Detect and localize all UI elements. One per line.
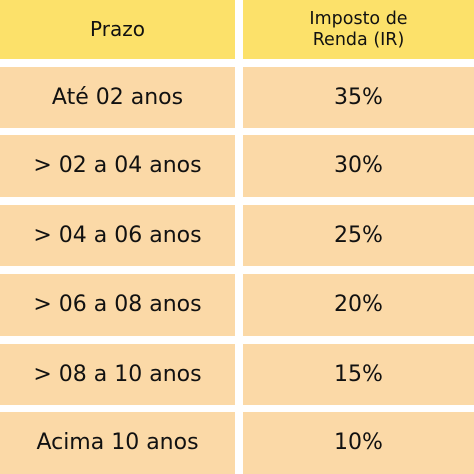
header-prazo: Prazo — [0, 0, 235, 59]
row-2-prazo-text: > 02 a 04 anos — [33, 153, 202, 179]
header-prazo-label: Prazo — [90, 17, 145, 41]
row-1-imposto-text: 35% — [334, 84, 383, 110]
table-row-6-prazo: Acima 10 anos — [0, 412, 235, 474]
table-row-1-prazo: Até 02 anos — [0, 67, 235, 128]
table-row-3-prazo: > 04 a 06 anos — [0, 205, 235, 266]
table-row-6-imposto: 10% — [243, 412, 474, 474]
row-5-imposto-text: 15% — [334, 361, 383, 387]
table-row-4-imposto: 20% — [243, 274, 474, 336]
table-row-1-imposto: 35% — [243, 67, 474, 128]
table-row-5-imposto: 15% — [243, 344, 474, 405]
table-row-3-imposto: 25% — [243, 205, 474, 266]
header-imposto-line2: Renda (IR) — [312, 29, 405, 50]
row-1-prazo-text: Até 02 anos — [51, 84, 184, 110]
row-4-imposto-text: 20% — [334, 292, 383, 318]
table-row-5-prazo: > 08 a 10 anos — [0, 344, 235, 405]
row-3-imposto-text: 25% — [334, 222, 383, 248]
table-row-2-imposto: 30% — [243, 135, 474, 197]
row-6-imposto-text: 10% — [334, 430, 383, 456]
row-6-prazo-text: Acima 10 anos — [36, 430, 199, 456]
header-imposto: Imposto de Renda (IR) — [243, 0, 474, 59]
table-row-2-prazo: > 02 a 04 anos — [0, 135, 235, 197]
row-3-prazo-text: > 04 a 06 anos — [33, 222, 202, 248]
row-2-imposto-text: 30% — [334, 153, 383, 179]
table-row-4-prazo: > 06 a 08 anos — [0, 274, 235, 336]
header-imposto-line1: Imposto de — [309, 9, 408, 30]
row-5-prazo-text: > 08 a 10 anos — [33, 361, 202, 387]
row-4-prazo-text: > 06 a 08 anos — [33, 292, 202, 318]
